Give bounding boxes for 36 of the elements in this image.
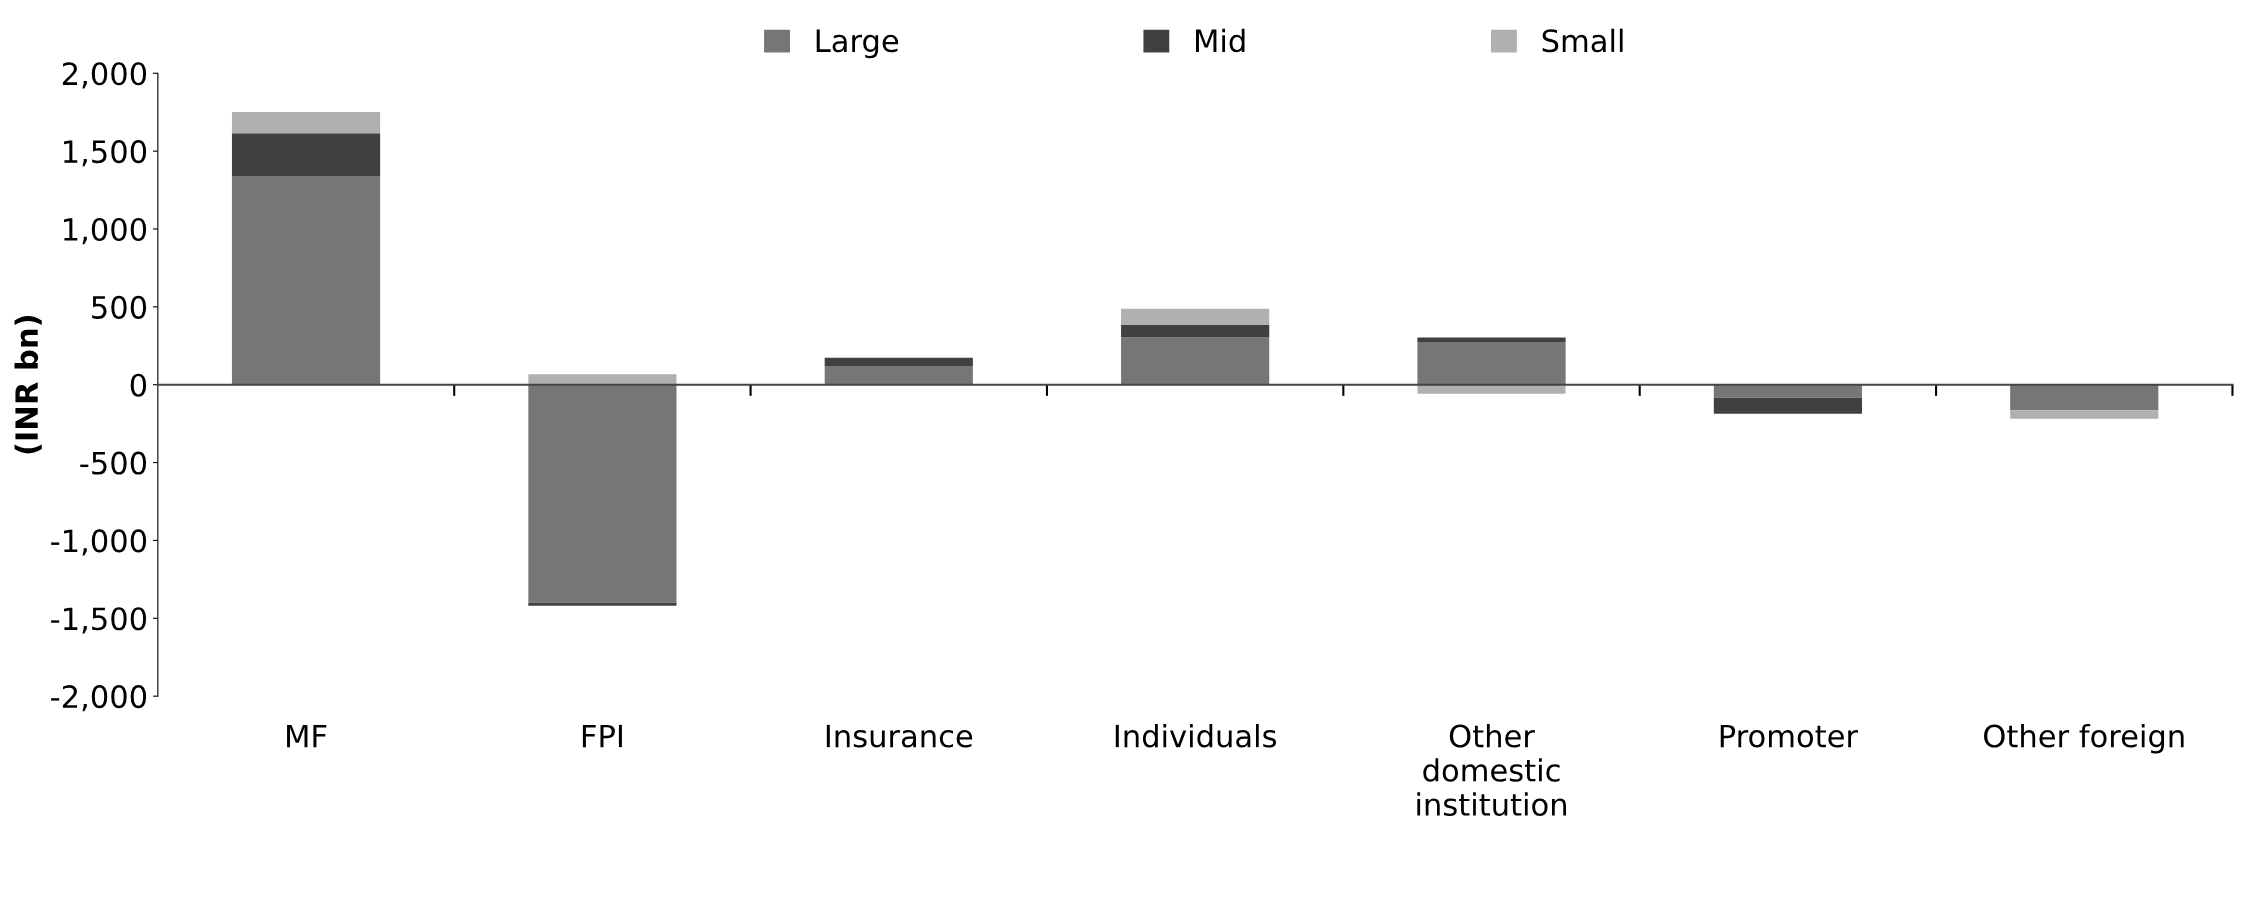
bar bbox=[231, 133, 381, 177]
legend-label: Small bbox=[1542, 28, 1623, 53]
y-tick-label: -1,000 bbox=[51, 529, 147, 556]
bar bbox=[2010, 410, 2159, 419]
bar bbox=[1121, 308, 1270, 325]
x-tick-label: Individuals bbox=[1115, 723, 1277, 748]
y-tick-label: 0 bbox=[130, 373, 147, 397]
legend-label: Mid bbox=[1196, 28, 1245, 53]
y-axis-title: (INR bn) bbox=[14, 316, 42, 454]
bar bbox=[528, 384, 677, 603]
bar bbox=[824, 357, 973, 366]
bar bbox=[824, 365, 973, 385]
x-tick-label: Promoter bbox=[1720, 724, 1859, 748]
y-tick-label: 1,500 bbox=[64, 140, 147, 167]
bar bbox=[231, 111, 381, 134]
y-tick-label: 2,000 bbox=[62, 62, 147, 89]
bar bbox=[1417, 342, 1566, 385]
legend-label: Large bbox=[816, 29, 899, 59]
bar bbox=[2010, 384, 2159, 411]
x-tick-label: Insurance bbox=[826, 724, 973, 748]
y-tick-label: -500 bbox=[80, 451, 147, 475]
bar bbox=[231, 176, 381, 385]
bar bbox=[528, 374, 677, 385]
y-tick-label: -2,000 bbox=[51, 685, 147, 712]
bar bbox=[1121, 324, 1270, 338]
y-tick-label: -1,500 bbox=[51, 607, 147, 634]
bar bbox=[1713, 397, 1862, 414]
bar bbox=[1713, 384, 1862, 398]
y-tick-label: 1,000 bbox=[64, 217, 147, 245]
x-tick-label: Other foreign bbox=[1984, 723, 2184, 754]
bar bbox=[1121, 337, 1270, 385]
bar bbox=[528, 602, 677, 606]
y-tick-label: 500 bbox=[92, 295, 147, 319]
x-tick-label: FPI bbox=[582, 724, 622, 748]
x-tick-label: MF bbox=[287, 724, 327, 748]
x-tick-label: Other domestic institution bbox=[1417, 723, 1566, 817]
